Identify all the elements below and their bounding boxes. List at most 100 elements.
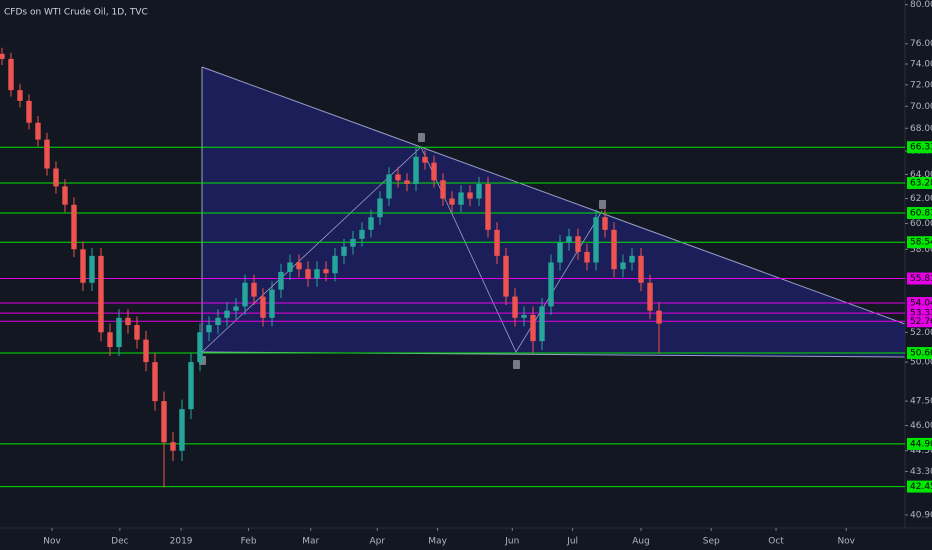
level-label-bg	[907, 177, 932, 190]
y-tick-label: 62.00	[910, 194, 932, 204]
candle-body	[440, 180, 446, 199]
candle-body	[89, 255, 95, 283]
candle-body	[26, 100, 32, 123]
candle-body	[170, 442, 176, 451]
candle-body	[152, 362, 158, 402]
level-label: 42.45	[910, 482, 932, 492]
candle-body	[260, 296, 266, 318]
candle-body	[503, 255, 509, 297]
level-label: 54.04	[910, 299, 932, 309]
y-tick-label: 44.50	[910, 446, 932, 456]
candle-body	[539, 306, 545, 342]
candle-body	[611, 229, 617, 270]
candle-body	[341, 246, 347, 256]
triangle-top	[201, 66, 906, 325]
level-label-bg	[907, 297, 932, 310]
y-tick-label: 46.00	[910, 421, 932, 431]
candle-body	[413, 156, 419, 184]
level-label: 55.81	[910, 274, 932, 284]
y-tick-label: 76.00	[910, 39, 932, 49]
level-label: 44.90	[910, 439, 932, 449]
y-tick-label: 80.00	[910, 0, 932, 10]
candle-body	[215, 317, 221, 326]
x-tick-label: Nov	[43, 537, 61, 547]
candle-body	[206, 325, 212, 333]
candle-body	[188, 362, 194, 410]
level-label: 50.60	[910, 349, 932, 359]
candle-body	[458, 192, 464, 205]
candle-body	[305, 269, 311, 279]
candle-body	[494, 229, 500, 256]
candle-body	[422, 156, 428, 163]
candle-body	[449, 198, 455, 205]
x-tick-label: May	[428, 537, 447, 547]
candle-body	[53, 168, 59, 187]
level-label: 53.33	[910, 309, 932, 319]
pattern-line	[201, 146, 603, 353]
candle-body	[278, 271, 284, 290]
candle-body	[377, 198, 383, 218]
candle-body	[386, 174, 392, 199]
y-tick-label: 58.00	[910, 245, 932, 255]
candle-body	[647, 282, 653, 311]
candle-body	[629, 255, 635, 263]
candle-body	[530, 314, 536, 342]
candle-body	[0, 53, 5, 59]
y-tick-label: 43.30	[910, 467, 932, 477]
y-tick-label: 47.50	[910, 397, 932, 407]
candle-body	[557, 242, 563, 263]
level-label: 52.76	[910, 317, 932, 327]
candle-body	[296, 262, 302, 270]
y-tick-label: 74.00	[910, 60, 932, 70]
candle-body	[17, 90, 23, 101]
candle-body	[233, 306, 239, 311]
candle-body	[98, 255, 104, 333]
x-tick-label: Apr	[370, 537, 386, 547]
candle-body	[485, 183, 491, 230]
candle-body	[242, 282, 248, 307]
level-label-bg	[907, 207, 932, 220]
level-label-bg	[907, 480, 932, 493]
x-tick-label: Sep	[703, 537, 720, 547]
candle-body	[224, 310, 230, 318]
candle-body	[44, 139, 50, 169]
candle-body	[521, 314, 527, 318]
y-tick-label: 40.90	[910, 510, 932, 520]
level-label: 63.28	[910, 179, 932, 189]
candle-body	[143, 339, 149, 363]
y-tick-label: 60.00	[910, 219, 932, 229]
x-tick-label: Aug	[632, 537, 650, 547]
x-tick-label: Jul	[566, 537, 578, 547]
candle-body	[107, 332, 113, 348]
x-tick-label: 2019	[170, 537, 193, 547]
level-label: 58.54	[910, 238, 932, 248]
level-label: 66.33	[910, 143, 932, 153]
pattern-marker	[599, 200, 606, 209]
candle-body	[251, 282, 257, 297]
candle-body	[602, 217, 608, 230]
candle-body	[116, 317, 122, 348]
level-label-bg	[907, 347, 932, 360]
level-label-bg	[907, 437, 932, 450]
candle-body	[566, 236, 572, 243]
candle-body	[548, 262, 554, 307]
candle-body	[395, 174, 401, 181]
candle-body	[197, 332, 203, 363]
candle-body	[584, 251, 590, 263]
candle-body	[512, 296, 518, 318]
y-tick-label: 72.00	[910, 80, 932, 90]
level-label-bg	[907, 315, 932, 328]
triangle-fill	[202, 67, 905, 357]
y-tick-label: 50.00	[910, 358, 932, 368]
candle-body	[8, 58, 14, 91]
candle-body	[323, 269, 329, 274]
candle-body	[62, 186, 68, 205]
y-tick-label: 52.00	[910, 328, 932, 338]
candle-body	[314, 269, 320, 279]
x-tick-label: Nov	[837, 537, 855, 547]
chart-title: CFDs on WTI Crude Oil, 1D, TVC	[4, 8, 148, 18]
candle-body	[80, 249, 86, 283]
level-label-bg	[907, 272, 932, 285]
